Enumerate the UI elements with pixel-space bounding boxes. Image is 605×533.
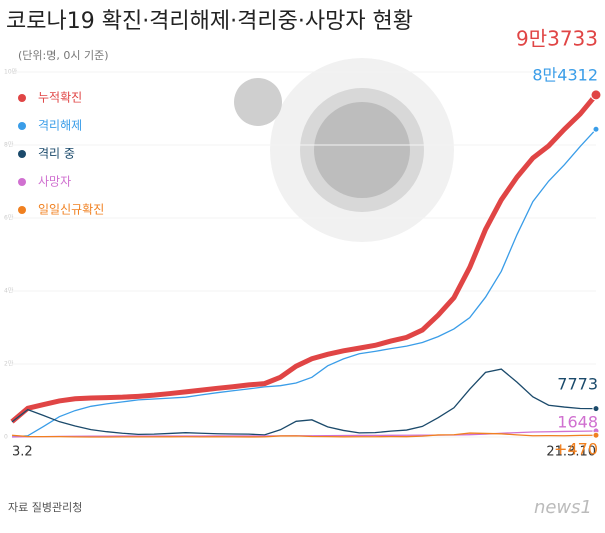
y-tick-label: 0 [4, 434, 8, 441]
value-label: 1648 [557, 413, 598, 432]
legend-label: 격리 중 [38, 147, 75, 161]
series-line [11, 128, 597, 438]
legend-label: 누적확진 [38, 91, 82, 105]
end-point [590, 89, 602, 101]
legend-marker [18, 178, 26, 186]
virus-illustration [234, 58, 454, 242]
y-tick-label: 10만 [4, 68, 18, 76]
value-label: +470 [554, 440, 598, 459]
legend-marker [18, 206, 26, 214]
legend-marker [18, 150, 26, 158]
y-tick-label: 6만 [4, 214, 14, 222]
y-tick-label: 2만 [4, 360, 14, 368]
end-point [592, 125, 600, 133]
series-line [10, 93, 598, 424]
chart-title: 코로나19 확진·격리해제·격리중·사망자 현황 [6, 9, 413, 34]
series-line [11, 368, 597, 436]
series-line [11, 432, 597, 438]
legend-marker [18, 94, 26, 102]
x-tick-label: 21.3.10 [546, 445, 596, 460]
y-tick-label: 8만 [4, 141, 14, 149]
source: 자료 질병관리청 [8, 501, 82, 514]
legend-marker [18, 122, 26, 130]
end-point [592, 431, 600, 439]
legend-label: 일일신규확진 [38, 203, 104, 217]
end-point [592, 405, 600, 413]
legend-label: 격리해제 [38, 119, 82, 133]
value-label: 7773 [557, 375, 598, 394]
x-tick-label: 3.2 [12, 445, 33, 460]
value-label: 8만4312 [532, 66, 598, 85]
logo: news1 [534, 497, 592, 518]
legend-label: 사망자 [38, 175, 71, 189]
value-label: 9만3733 [516, 27, 598, 51]
chart-subtitle: (단위:명, 0시 기준) [18, 49, 109, 62]
y-tick-label: 4만 [4, 287, 14, 295]
